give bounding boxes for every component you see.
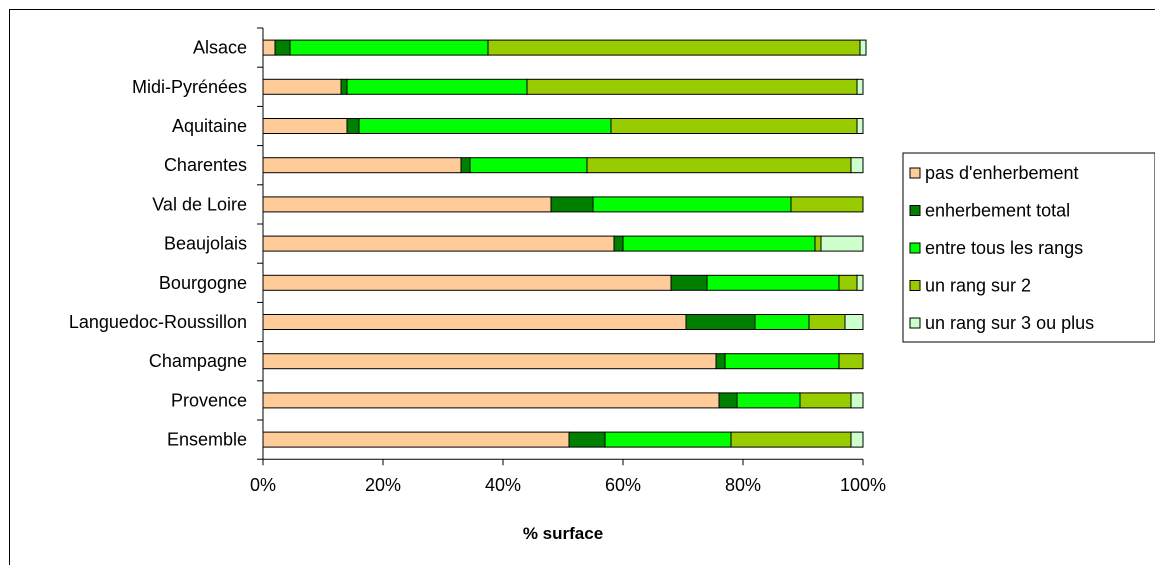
- bar-segment-4-row-10: [799, 392, 852, 409]
- bar-segment-1-row-7: [262, 274, 672, 291]
- legend-label: enherbement total: [925, 201, 1070, 221]
- bar-segment-5-row-2: [856, 78, 864, 95]
- bar-segment-4-row-7: [838, 274, 858, 291]
- bar-segment-2-row-4: [460, 157, 471, 174]
- legend-label: pas d'enherbement: [925, 163, 1079, 183]
- bar-segment-3-row-1: [289, 39, 489, 56]
- bar-segment-3-row-7: [706, 274, 840, 291]
- legend-swatch: [909, 317, 921, 329]
- bar-segment-2-row-1: [274, 39, 291, 56]
- bar-segment-3-row-10: [736, 392, 801, 409]
- bar-segment-1-row-8: [262, 314, 687, 330]
- bar-segment-2-row-5: [550, 196, 594, 213]
- category-label: Languedoc-Roussillon: [69, 312, 247, 332]
- bar-segment-3-row-5: [592, 196, 792, 213]
- bar-segment-1-row-3: [262, 118, 348, 134]
- bar-segment-1-row-1: [262, 39, 276, 56]
- bar-segment-1-row-2: [262, 78, 342, 95]
- x-tick-label: 20%: [365, 475, 401, 495]
- category-label: Provence: [171, 390, 247, 410]
- category-label: Val de Loire: [152, 194, 247, 214]
- legend-box: [902, 152, 1155, 343]
- bar-segment-3-row-4: [469, 157, 588, 174]
- legend-swatch: [909, 242, 921, 254]
- bar-segment-5-row-7: [856, 274, 864, 291]
- bar-segment-1-row-10: [262, 392, 720, 409]
- legend-label: entre tous les rangs: [925, 238, 1083, 258]
- bar-segment-1-row-11: [262, 431, 570, 448]
- bar-segment-2-row-8: [685, 314, 756, 330]
- bar-segment-4-row-6: [814, 235, 822, 252]
- bar-segment-2-row-7: [670, 274, 708, 291]
- bar-segment-5-row-11: [850, 431, 864, 448]
- bar-segment-4-row-3: [610, 118, 858, 134]
- x-tick-label: 80%: [725, 475, 761, 495]
- bar-segment-2-row-2: [340, 78, 348, 95]
- bar-segment-3-row-2: [346, 78, 528, 95]
- category-label: Alsace: [193, 38, 247, 58]
- category-label: Champagne: [149, 351, 247, 371]
- x-tick-label: 0%: [250, 475, 276, 495]
- legend-label: un rang sur 3 ou plus: [925, 313, 1094, 333]
- legend-swatch: [909, 167, 921, 179]
- x-tick-label: 100%: [840, 475, 886, 495]
- bar-segment-1-row-4: [262, 157, 462, 174]
- legend: pas d'enherbement enherbement total entre …: [902, 152, 1155, 343]
- bar-segment-2-row-10: [718, 392, 738, 409]
- plot-area: [262, 39, 867, 448]
- bar-segment-3-row-3: [358, 118, 612, 134]
- bar-segment-2-row-6: [613, 235, 624, 252]
- x-tick-label: 60%: [605, 475, 641, 495]
- chart-frame: [9, 9, 1155, 565]
- bar-segment-1-row-5: [262, 196, 552, 213]
- category-label: Bourgogne: [159, 273, 247, 293]
- legend-swatch: [909, 205, 921, 216]
- category-labels: Alsace Midi-Pyrénées Aquitaine Charentes Val…: [69, 38, 247, 450]
- bar-segment-4-row-2: [526, 78, 858, 95]
- x-axis-ticks: 0% 20% 40% 60% 80% 100%: [250, 27, 886, 495]
- bar-segment-3-row-11: [604, 431, 732, 448]
- category-label: Charentes: [164, 155, 247, 175]
- category-label: Midi-Pyrénées: [132, 77, 247, 97]
- bar-segment-3-row-8: [754, 314, 810, 330]
- bar-segment-5-row-1: [859, 39, 867, 56]
- category-label: Ensemble: [167, 430, 247, 450]
- bar-segment-2-row-11: [568, 431, 606, 448]
- bar-segment-1-row-9: [262, 353, 717, 370]
- bar-segment-3-row-6: [622, 235, 816, 252]
- bar-segment-2-row-9: [715, 353, 726, 370]
- bar-segment-4-row-5: [790, 196, 864, 213]
- legend-swatch: [909, 280, 921, 291]
- category-label: Beaujolais: [164, 234, 247, 254]
- bar-segment-5-row-6: [820, 235, 864, 252]
- bar-segment-4-row-8: [808, 314, 846, 330]
- bar-segment-5-row-8: [844, 314, 864, 330]
- bar-segment-1-row-6: [262, 235, 615, 252]
- bar-segment-2-row-3: [346, 118, 360, 134]
- x-tick-label: 40%: [485, 475, 521, 495]
- bar-segment-4-row-11: [730, 431, 852, 448]
- bar-segment-4-row-9: [838, 353, 864, 370]
- bar-segment-4-row-1: [487, 39, 861, 56]
- bar-segment-5-row-10: [850, 392, 864, 409]
- legend-label: un rang sur 2: [925, 276, 1031, 296]
- bar-segment-5-row-3: [856, 118, 864, 134]
- bar-segment-4-row-4: [586, 157, 852, 174]
- bar-segment-3-row-9: [724, 353, 840, 370]
- bar-segment-5-row-4: [850, 157, 864, 174]
- category-label: Aquitaine: [172, 116, 247, 136]
- x-axis-title: % surface: [523, 524, 603, 543]
